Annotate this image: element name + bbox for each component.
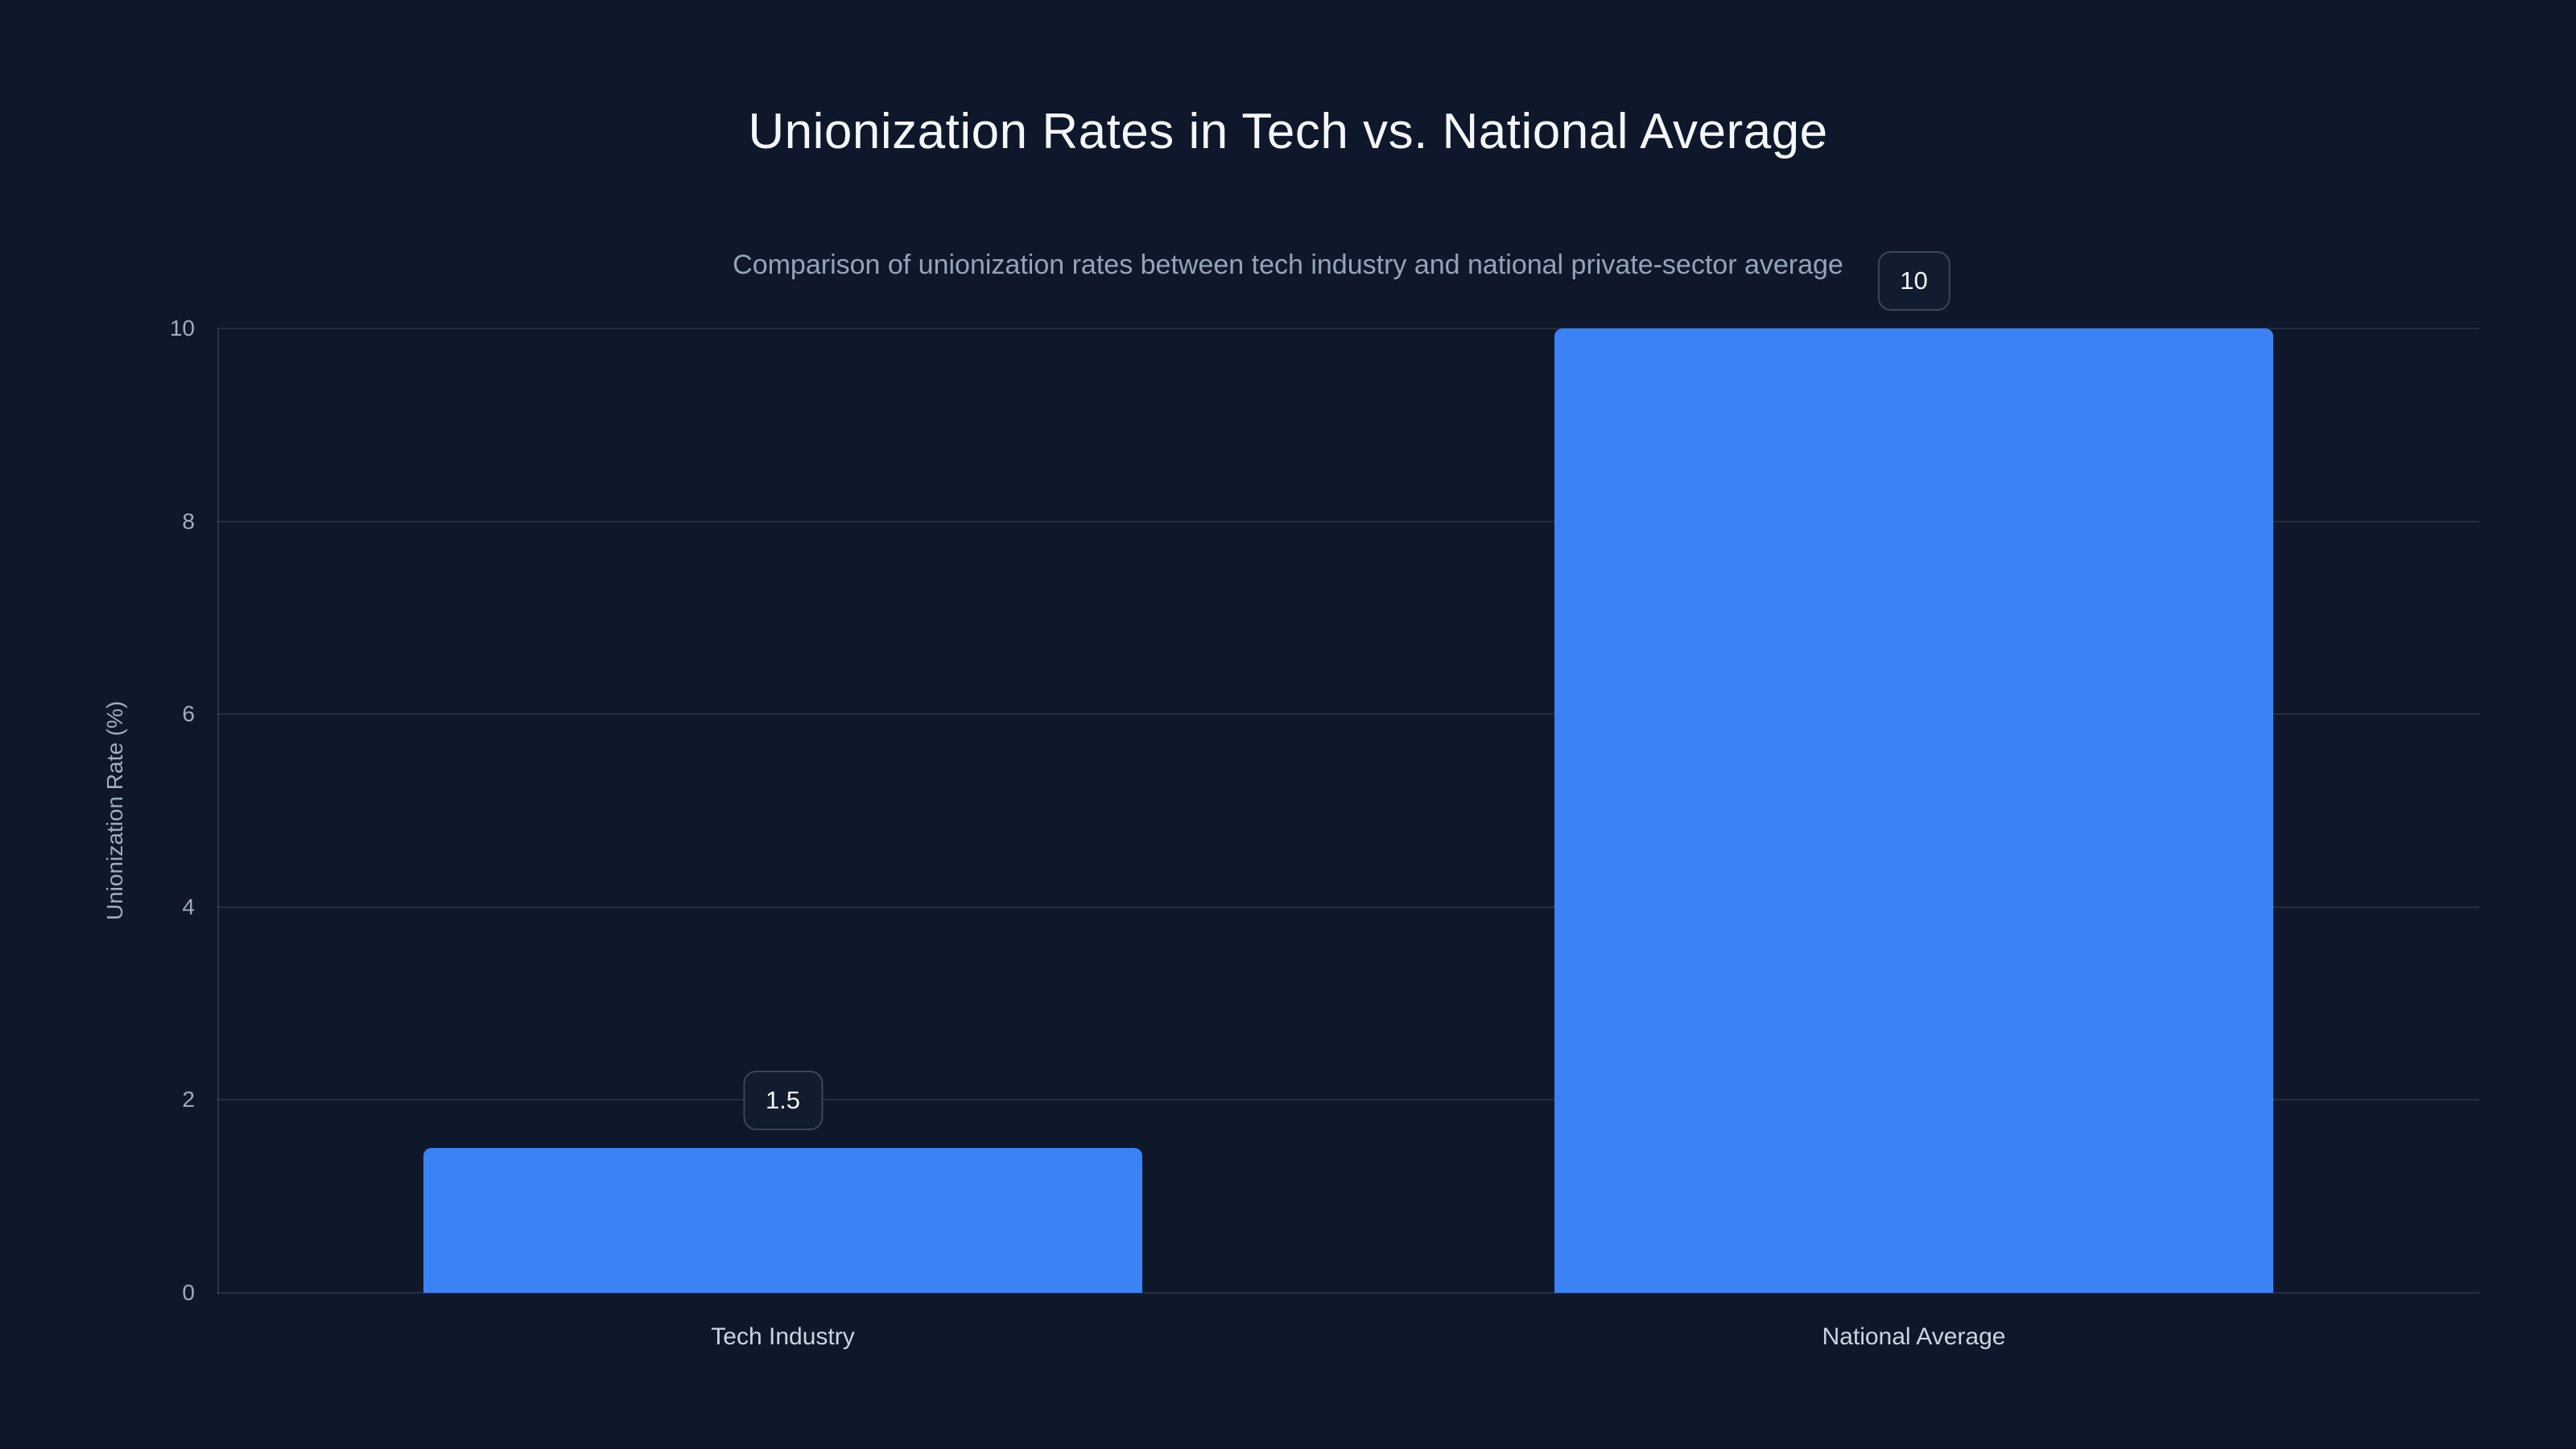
chart-title: Unionization Rates in Tech vs. National … <box>748 104 1828 159</box>
y-tick-label-10: 10 <box>169 316 195 341</box>
y-axis-line <box>217 328 219 1294</box>
gridline-y-10 <box>217 328 2479 329</box>
bar-tech-industry[interactable] <box>423 1148 1142 1293</box>
bar-national-average[interactable] <box>1554 328 2273 1293</box>
y-tick-label-2: 2 <box>182 1087 195 1113</box>
value-badge-national-average: 10 <box>1877 251 1951 311</box>
gridline-y-0 <box>217 1292 2479 1294</box>
y-tick-label-0: 0 <box>182 1280 195 1305</box>
gridline-y-4 <box>217 906 2479 908</box>
x-axis-label-tech-industry: Tech Industry <box>711 1323 855 1350</box>
y-tick-label-6: 6 <box>182 701 195 727</box>
x-axis-label-national-average: National Average <box>1822 1323 2006 1350</box>
y-tick-label-8: 8 <box>182 508 195 534</box>
gridline-y-8 <box>217 520 2479 522</box>
gridline-y-2 <box>217 1099 2479 1101</box>
value-badge-tech-industry: 1.5 <box>742 1071 824 1130</box>
chart-subtitle: Comparison of unionization rates between… <box>733 250 1843 280</box>
y-axis-title: Unionization Rate (%) <box>102 700 127 921</box>
gridline-y-6 <box>217 713 2479 716</box>
y-tick-label-4: 4 <box>182 894 195 919</box>
plot-area <box>217 328 2479 1294</box>
